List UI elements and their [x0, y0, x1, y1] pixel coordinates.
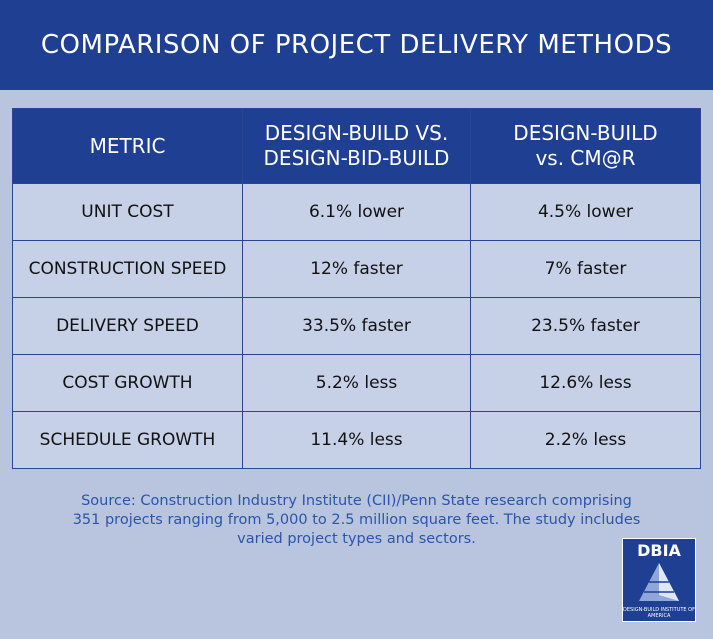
header-line: METRIC [89, 133, 166, 158]
value-cell: 7% faster [470, 240, 701, 298]
value-cell: 12.6% less [470, 354, 701, 412]
table-row: COST GROWTH 5.2% less 12.6% less [12, 354, 701, 412]
value-cell: 5.2% less [242, 354, 471, 412]
logo-name: DBIA [637, 541, 681, 560]
source-line: Source: Construction Industry Institute … [81, 493, 632, 509]
source-line: varied project types and sectors. [237, 531, 476, 547]
source-line: 351 projects ranging from 5,000 to 2.5 m… [72, 512, 641, 528]
logo-pyramid [639, 563, 679, 601]
table-row: SCHEDULE GROWTH 11.4% less 2.2% less [12, 411, 701, 469]
header-row: METRIC DESIGN-BUILD VS. DESIGN-BID-BUILD DE… [12, 108, 701, 184]
header-cell: DESIGN-BUILD VS. DESIGN-BID-BUILD [242, 108, 471, 184]
value-cell: 33.5% faster [242, 297, 471, 355]
value-cell: 12% faster [242, 240, 471, 298]
metric-cell: SCHEDULE GROWTH [12, 411, 243, 469]
table-row: CONSTRUCTION SPEED 12% faster 7% faster [12, 240, 701, 298]
logo-subtitle: DESIGN-BUILD INSTITUTE OF AMERICA [623, 607, 695, 619]
value-cell: 11.4% less [242, 411, 471, 469]
source-note: Source: Construction Industry Institute … [0, 492, 713, 549]
table-body: UNIT COST 6.1% lower 4.5% lower CONSTRUCTIO… [12, 183, 701, 469]
metric-cell: DELIVERY SPEED [12, 297, 243, 355]
header-cell: METRIC [12, 108, 243, 184]
header-cell: DESIGN-BUILD vs. CM@R [470, 108, 701, 184]
value-cell: 6.1% lower [242, 183, 471, 241]
metric-cell: COST GROWTH [12, 354, 243, 412]
title: COMPARISON OF PROJECT DELIVERY METHODS [40, 30, 673, 60]
logo: DBIA DESIGN-BUILD INSTITUTE OF AMERICA [622, 538, 696, 622]
table-row: UNIT COST 6.1% lower 4.5% lower [12, 183, 701, 241]
table-row: DELIVERY SPEED 33.5% faster 23.5% faster [12, 297, 701, 355]
value-cell: 23.5% faster [470, 297, 701, 355]
value-cell: 4.5% lower [470, 183, 701, 241]
comparison-table: METRIC DESIGN-BUILD VS. DESIGN-BID-BUILD DE… [12, 108, 701, 469]
value-cell: 2.2% less [470, 411, 701, 469]
header-line: vs. CM@R [535, 146, 636, 170]
header-line: DESIGN-BUILD VS. [264, 121, 449, 145]
title-band: COMPARISON OF PROJECT DELIVERY METHODS [0, 0, 713, 90]
header-line: DESIGN-BID-BUILD [263, 146, 450, 170]
metric-cell: CONSTRUCTION SPEED [12, 240, 243, 298]
header-line: DESIGN-BUILD [513, 121, 658, 145]
metric-cell: UNIT COST [12, 183, 243, 241]
